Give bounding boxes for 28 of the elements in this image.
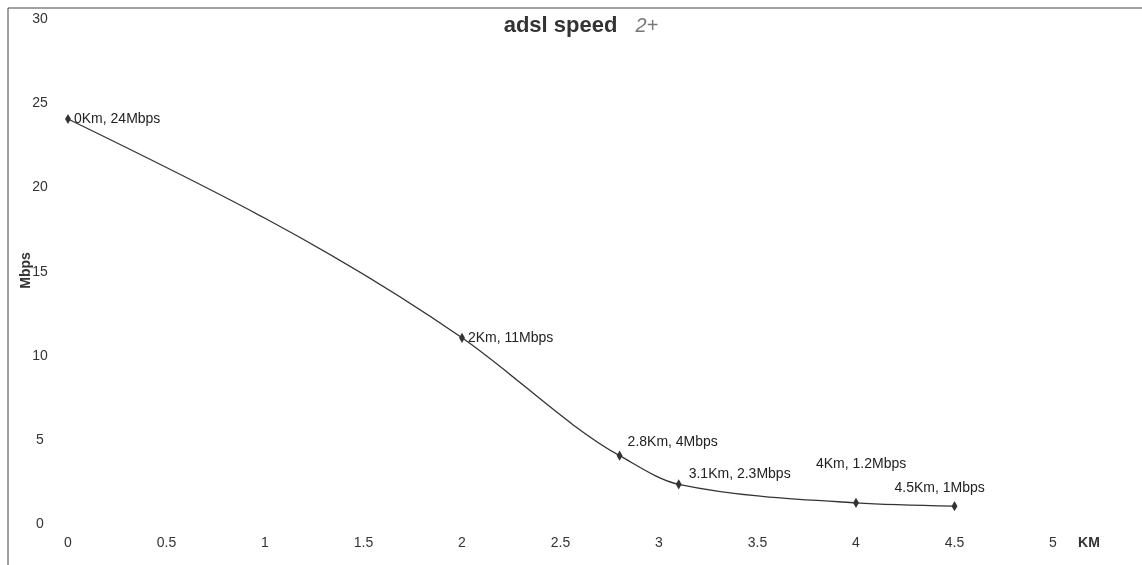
x-tick-label: 2.5 (550, 534, 571, 550)
annotation: 2+ (634, 14, 659, 36)
data-label: 2.8Km, 4Mbps (627, 432, 718, 449)
y-tick-label: 20 (32, 178, 48, 195)
chart-title: adsl speed (503, 12, 618, 37)
y-tick-label: 0 (36, 515, 45, 531)
data-label: 2Km, 11Mbps (468, 328, 554, 345)
y-tick-label: 10 (32, 346, 48, 363)
y-tick-label: 25 (32, 94, 48, 111)
x-tick-label: 5 (1049, 534, 1058, 550)
x-axis-title: KM (1078, 534, 1100, 550)
x-tick-label: 4 (852, 534, 861, 550)
x-tick-label: 0.5 (156, 534, 177, 550)
data-label: 3.1Km, 2.3Mbps (688, 465, 791, 482)
x-tick-label: 3.5 (747, 534, 768, 550)
data-label: 0Km, 24Mbps (74, 110, 161, 126)
y-tick-label: 5 (36, 430, 45, 447)
x-tick-label: 1 (261, 534, 270, 550)
data-label: 4Km, 1.2Mbps (816, 454, 907, 471)
y-axis-title: Mbps (17, 252, 33, 289)
x-tick-label: 1.5 (353, 534, 374, 550)
x-tick-label: 0 (64, 534, 73, 550)
y-tick-label: 15 (32, 262, 48, 279)
x-tick-label: 2 (458, 534, 467, 550)
y-tick-label: 30 (32, 10, 48, 26)
x-tick-label: 4.5 (944, 534, 965, 550)
data-label: 4.5Km, 1Mbps (894, 479, 985, 496)
x-tick-label: 3 (655, 534, 664, 550)
